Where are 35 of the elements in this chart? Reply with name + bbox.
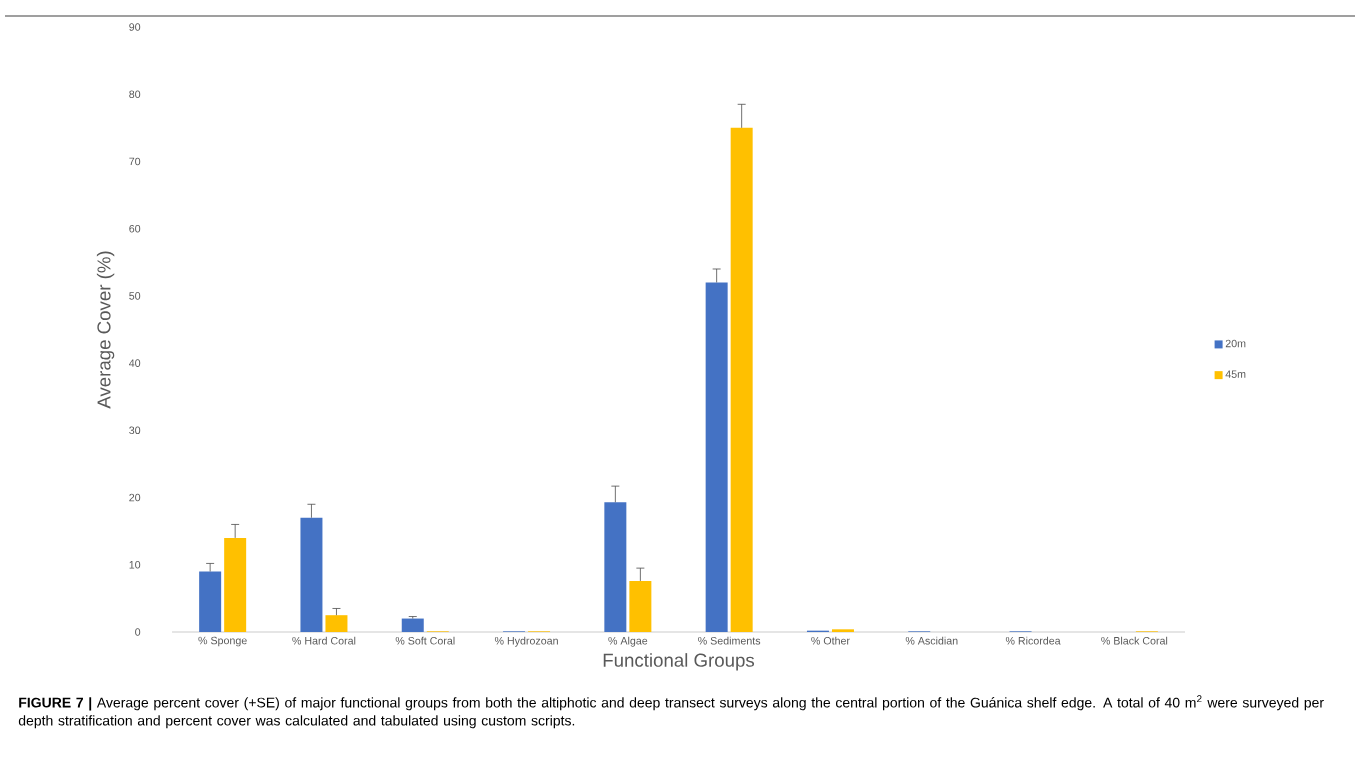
bar (730, 127, 753, 632)
y-tick-label: 50 (129, 292, 141, 300)
legend-label: 45m (1225, 370, 1246, 378)
y-tick-label: 70 (129, 157, 141, 166)
x-tick-label: % Hydrozoan (494, 636, 558, 647)
y-tick-label: 10 (129, 561, 141, 569)
x-tick-label: % Ricordea (1005, 636, 1061, 645)
bar (224, 537, 247, 632)
bar (604, 502, 627, 632)
x-tick-label: % Algae (608, 636, 648, 647)
x-tick-label: % Hard Coral (292, 636, 356, 645)
text: FIGURE 7 | Average percent cover (+SE) of major functional groups from both the altiphotic and deep transect surveys along the central portion of the Guánica shelf edge. A total of 40 m$^{2}$ were surveyed per depth stratification and percent cover was calculated and tabulated using custom scripts. (18, 695, 1324, 729)
y-tick-label: 30 (129, 426, 141, 435)
x-tick-label: % Other (811, 636, 850, 645)
bar (199, 571, 222, 632)
bar (629, 580, 652, 632)
bar (300, 517, 323, 632)
y-tick-label: 90 (129, 23, 141, 31)
bar (401, 618, 424, 632)
y-tick-label: 40 (129, 359, 141, 367)
x-tick-label: % Black Coral (1101, 636, 1168, 645)
y-axis-title: Average Cover (%) (96, 251, 115, 409)
legend-label: 20m (1225, 339, 1246, 348)
x-tick-label: % Sediments (698, 636, 761, 645)
x-tick-label: % Ascidian (905, 636, 958, 645)
y-tick-label: 20 (129, 493, 141, 502)
bar (831, 629, 854, 632)
y-tick-label: 80 (129, 90, 141, 98)
bar (705, 282, 728, 632)
y-tick-label: 60 (129, 224, 141, 233)
bar (325, 615, 348, 632)
x-axis-title: Functional Groups (603, 653, 755, 671)
x-tick-label: % Soft Coral (395, 636, 455, 645)
y-tick-label: 0 (135, 628, 141, 636)
x-tick-label: % Sponge (198, 636, 247, 647)
